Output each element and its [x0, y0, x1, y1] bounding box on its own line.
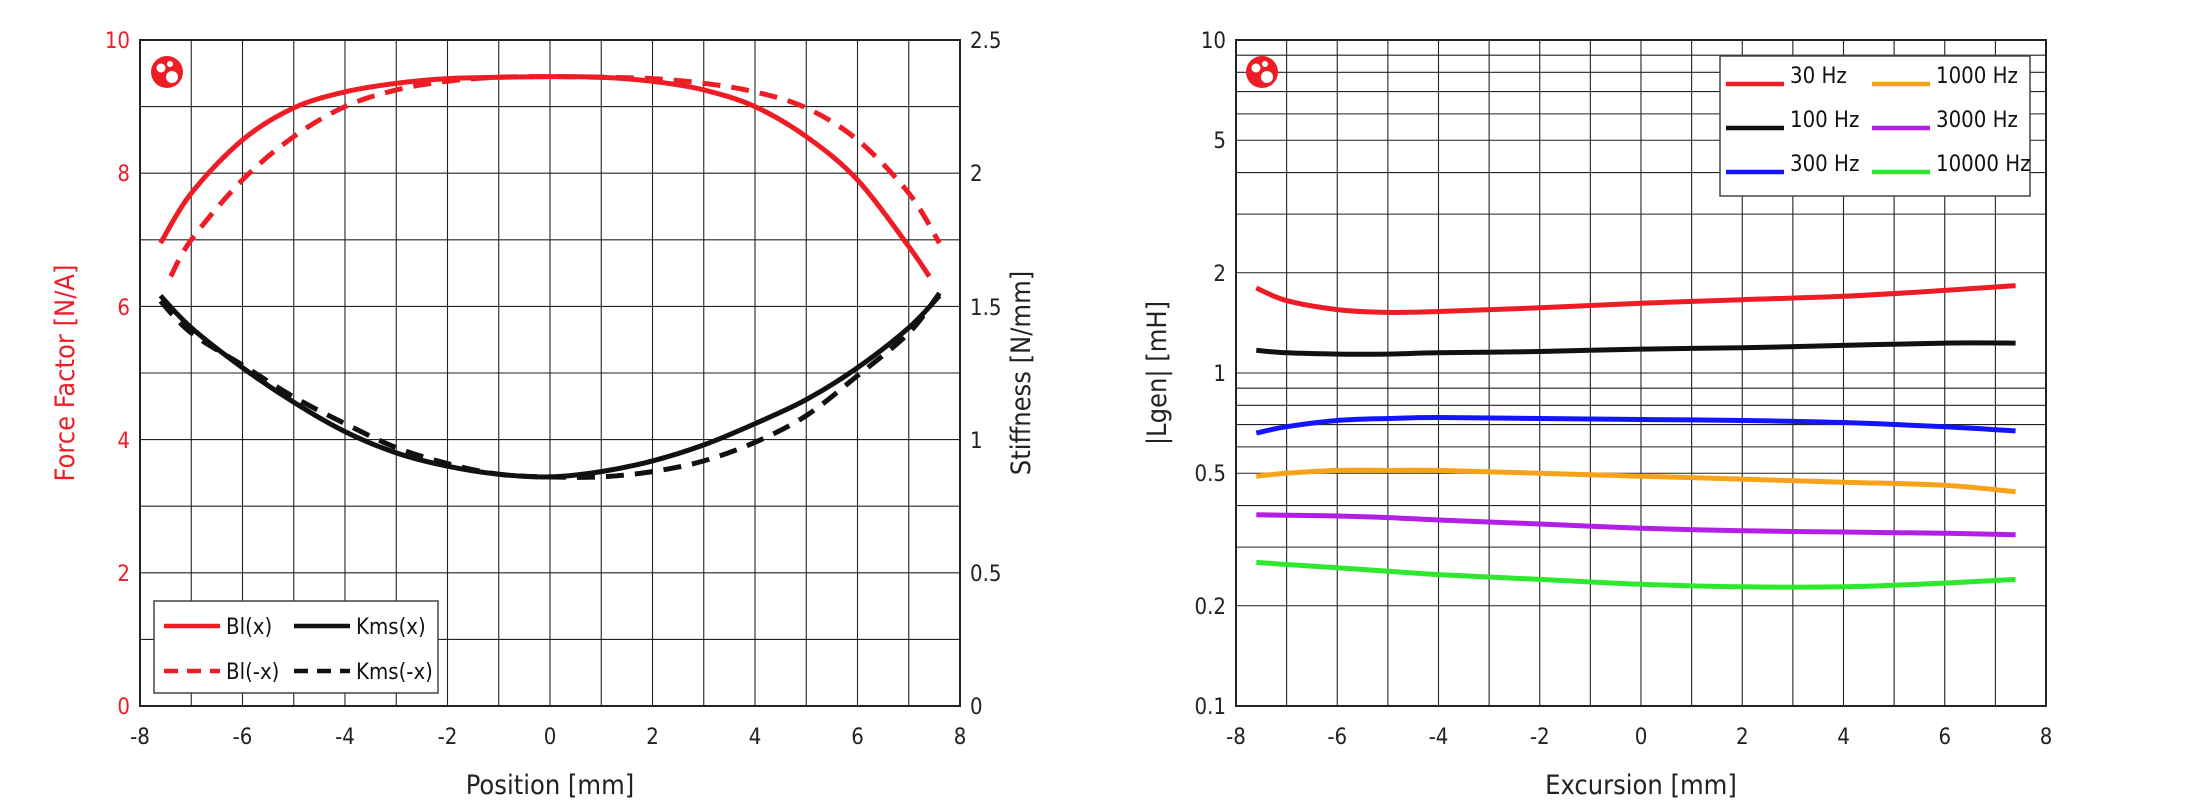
legend-label: 30 Hz	[1790, 64, 1847, 89]
y-axis-label: Force Factor [N/A]	[50, 264, 81, 481]
legend-label: Bl(-x)	[226, 660, 279, 685]
series-line-30-hz	[1255, 283, 2016, 316]
legend-label: Kms(-x)	[356, 660, 433, 685]
x-tick-label: -6	[1327, 725, 1347, 750]
x-tick-label: 6	[1938, 725, 1951, 750]
x-tick-label: -2	[1530, 725, 1550, 750]
x-tick-label: 8	[2040, 725, 2053, 750]
y-tick-label: 2	[117, 562, 130, 587]
y-tick-label: 0.2	[1195, 595, 1226, 620]
y-tick-label: 10	[105, 29, 130, 54]
legend-label: 300 Hz	[1790, 152, 1859, 177]
series-line-10000-hz	[1256, 559, 2016, 590]
x-tick-label: 0	[1635, 725, 1648, 750]
series-line-bl-x	[158, 74, 932, 278]
chart-position: -8 -6 -4 -2 0 2 4 6 8 0 2 4 6 8 10 0 0.5…	[50, 29, 1037, 801]
klippel-logo-icon	[1246, 56, 1278, 88]
y2-tick-label: 0.5	[970, 562, 1001, 587]
y-tick-label: 1	[1213, 362, 1226, 387]
y-tick-label: 0.1	[1195, 695, 1226, 720]
y2-tick-label: 2.5	[970, 29, 1001, 54]
legend-label: 10000 Hz	[1936, 152, 2031, 177]
series-line-100-hz	[1256, 340, 2016, 357]
series-layer	[158, 74, 942, 480]
x-tick-labels: -8 -6 -4 -2 0 2 4 6 8	[1226, 725, 2052, 750]
x-tick-label: 4	[1837, 725, 1850, 750]
plot-frame	[1235, 39, 2047, 707]
y2-tick-labels: 0 0.5 1 1.5 2 2.5	[970, 29, 1001, 720]
y-tick-labels: 0 2 4 6 8 10	[105, 29, 130, 720]
x-tick-label: 8	[954, 725, 967, 750]
series-line-300-hz	[1255, 414, 2016, 436]
klippel-logo-icon	[151, 56, 183, 88]
x-tick-label: 0	[544, 725, 557, 750]
x-tick-label: 4	[749, 725, 762, 750]
legend-label: Kms(x)	[356, 615, 426, 640]
series-line-1000-hz	[1256, 467, 2016, 495]
legend: Bl(x) Kms(x) Bl(-x) Kms(-x)	[153, 600, 439, 694]
y-tick-label: 0.5	[1195, 462, 1226, 487]
x-tick-label: -8	[130, 725, 150, 750]
x-axis-label: Position [mm]	[466, 770, 634, 801]
x-tick-label: -8	[1226, 725, 1246, 750]
legend-label: 1000 Hz	[1936, 64, 2018, 89]
y2-axis-label: Stiffness [N/mm]	[1006, 271, 1037, 475]
y-tick-label: 8	[117, 162, 130, 187]
x-axis-label: Excursion [mm]	[1545, 770, 1737, 801]
y2-tick-label: 1.5	[970, 296, 1001, 321]
x-tick-label: -2	[438, 725, 458, 750]
series-layer	[1255, 283, 2016, 590]
series-line-bl-x	[168, 74, 942, 278]
x-tick-label: 6	[851, 725, 864, 750]
y-tick-labels: 0.1 0.2 0.5 1 2 5 10	[1195, 29, 1226, 720]
x-tick-labels: -8 -6 -4 -2 0 2 4 6 8	[130, 725, 966, 750]
x-tick-label: -6	[233, 725, 253, 750]
plot-frame	[139, 39, 961, 707]
legend-label: 100 Hz	[1790, 108, 1859, 133]
y2-tick-label: 1	[970, 429, 983, 454]
y-tick-label: 10	[1201, 29, 1226, 54]
x-tick-label: 2	[646, 725, 659, 750]
x-tick-label: -4	[1429, 725, 1449, 750]
x-tick-label: 2	[1736, 725, 1749, 750]
y2-tick-label: 2	[970, 162, 983, 187]
y-tick-label: 6	[117, 296, 130, 321]
y-tick-label: 4	[117, 429, 130, 454]
chart-excursion: -8 -6 -4 -2 0 2 4 6 8 0.1 0.2 0.5 1 2 5 …	[1142, 29, 2052, 801]
legend-label: Bl(x)	[226, 615, 272, 640]
y-tick-label: 5	[1213, 129, 1226, 154]
legend-box	[153, 600, 439, 694]
y-axis-label: |Lgen| [mH]	[1142, 301, 1173, 445]
y-tick-label: 2	[1213, 262, 1226, 287]
legend: 30 Hz 100 Hz 300 Hz 1000 Hz 3000 Hz 1000…	[1719, 55, 2031, 197]
x-tick-label: -4	[335, 725, 355, 750]
series-line-3000-hz	[1256, 512, 2016, 538]
y2-tick-label: 0	[970, 695, 983, 720]
series-line-kms-x	[158, 291, 942, 480]
y-tick-label: 0	[117, 695, 130, 720]
legend-label: 3000 Hz	[1936, 108, 2018, 133]
